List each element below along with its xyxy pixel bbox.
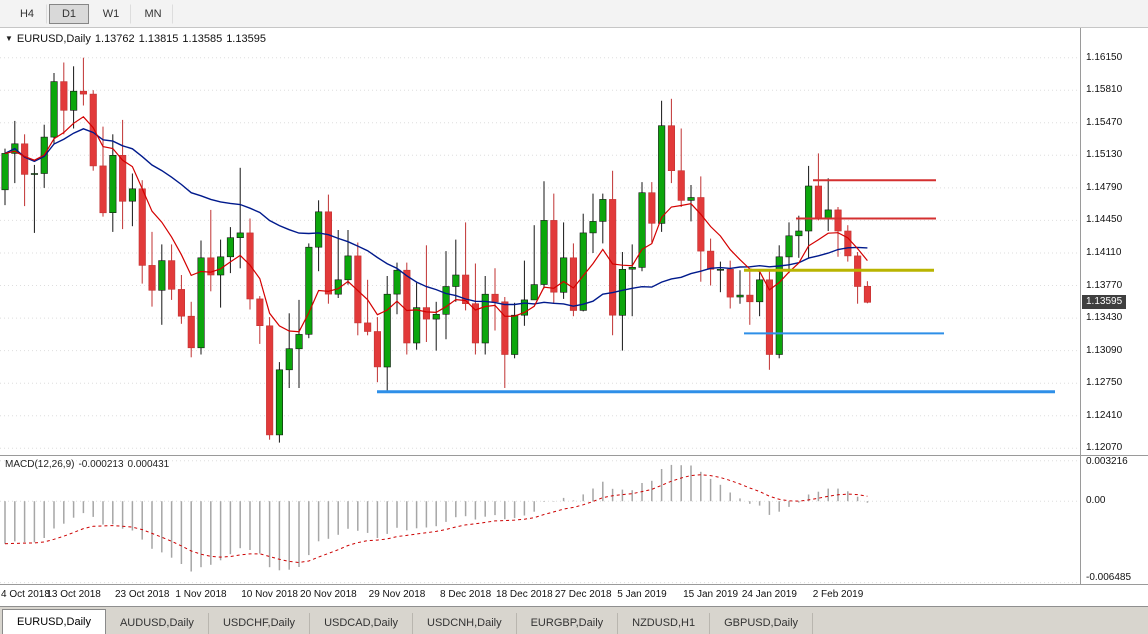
price-tick-label: 1.15470 xyxy=(1086,116,1123,128)
price-tick-label: 1.16150 xyxy=(1086,51,1123,63)
tab-usdcnh-daily[interactable]: USDCNH,Daily xyxy=(413,613,517,634)
timeframe-w1-button[interactable]: W1 xyxy=(91,3,131,24)
date-tick-label: 5 Jan 2019 xyxy=(617,589,667,600)
tab-eurusd-daily[interactable]: EURUSD,Daily xyxy=(2,609,106,634)
macd-tick-label: -0.006485 xyxy=(1086,572,1132,583)
timeframe-mn-button[interactable]: MN xyxy=(133,3,173,24)
macd-name: MACD(12,26,9) xyxy=(5,459,75,470)
chart-dropdown-icon: ▼ xyxy=(5,34,13,43)
ma-slow-line xyxy=(4,128,868,307)
macd-canvas[interactable] xyxy=(0,456,1080,584)
date-tick-label: 8 Dec 2018 xyxy=(440,589,492,600)
timeframe-toolbar: H4 D1 W1 MN xyxy=(0,0,1148,28)
macd-tick-label: 0.00 xyxy=(1086,495,1106,507)
macd-indicator-label: MACD(12,26,9) -0.000213 0.000431 xyxy=(5,459,173,470)
tab-gbpusd-daily[interactable]: GBPUSD,Daily xyxy=(710,613,814,634)
tab-usdchf-daily[interactable]: USDCHF,Daily xyxy=(209,613,311,634)
date-tick-label: 29 Nov 2018 xyxy=(368,589,426,600)
price-tick-label: 1.13430 xyxy=(1086,312,1123,324)
chart-title: ▼ EURUSD,Daily 1.13762 1.13815 1.13585 1.1359… xyxy=(5,33,270,45)
price-axis[interactable]: 1.16150 1.15810 1.15470 1.15130 1.14790 1.144… xyxy=(1080,28,1148,455)
date-tick-label: 15 Jan 2019 xyxy=(683,589,739,600)
date-tick-label: 1 Nov 2018 xyxy=(175,589,227,600)
price-chart-canvas[interactable] xyxy=(0,28,1080,455)
date-tick-label: 4 Oct 2018 xyxy=(1,589,50,600)
date-tick-label: 23 Oct 2018 xyxy=(114,589,170,600)
price-tick-label: 1.12070 xyxy=(1086,442,1123,454)
date-tick-label: 18 Dec 2018 xyxy=(496,589,553,600)
timeframe-h4-button[interactable]: H4 xyxy=(7,3,47,24)
chart-tab-bar: EURUSD,Daily AUDUSD,Daily USDCHF,Daily U… xyxy=(0,606,1148,634)
price-grid xyxy=(0,57,1080,449)
price-chart-panel[interactable]: ▼ EURUSD,Daily 1.13762 1.13815 1.13585 1.1359… xyxy=(0,28,1080,455)
quote-open: 1.13762 xyxy=(94,33,135,45)
tab-eurgbp-daily[interactable]: EURGBP,Daily xyxy=(517,613,619,634)
macd-panel[interactable]: MACD(12,26,9) -0.000213 0.000431 xyxy=(0,455,1080,584)
macd-axis[interactable]: 0.003216 0.00 -0.006485 xyxy=(1080,455,1148,584)
candles-layer xyxy=(1,57,872,443)
trend-lines-layer xyxy=(377,179,1055,394)
tab-usdcad-daily[interactable]: USDCAD,Daily xyxy=(310,613,414,634)
price-tick-label: 1.14790 xyxy=(1086,181,1123,193)
price-tick-label: 1.14110 xyxy=(1086,246,1122,258)
price-tick-label: 1.14450 xyxy=(1086,214,1123,226)
date-tick-label: 2 Feb 2019 xyxy=(812,589,864,600)
price-tick-label: 1.13770 xyxy=(1086,279,1123,291)
macd-main-value: -0.000213 xyxy=(78,459,124,470)
tab-audusd-daily[interactable]: AUDUSD,Daily xyxy=(106,613,209,634)
date-tick-label: 13 Oct 2018 xyxy=(46,589,101,600)
current-price-badge: 1.13595 xyxy=(1082,295,1127,310)
date-axis[interactable]: 4 Oct 2018 13 Oct 2018 23 Oct 2018 1 Nov 20… xyxy=(0,584,1148,606)
date-tick-label: 10 Nov 2018 xyxy=(241,589,298,600)
chart-symbol-label: EURUSD,Daily xyxy=(16,33,91,45)
macd-signal-value: 0.000431 xyxy=(127,459,170,470)
tab-nzdusd-h1[interactable]: NZDUSD,H1 xyxy=(618,613,711,634)
timeframe-d1-button[interactable]: D1 xyxy=(49,3,89,24)
date-tick-label: 20 Nov 2018 xyxy=(300,589,357,600)
date-tick-label: 27 Dec 2018 xyxy=(554,589,612,600)
macd-tick-label: 0.003216 xyxy=(1086,456,1128,467)
price-tick-label: 1.15130 xyxy=(1086,149,1123,161)
ma-fast-line xyxy=(4,116,868,333)
price-tick-label: 1.12410 xyxy=(1086,409,1123,421)
quote-low: 1.13585 xyxy=(182,33,223,45)
date-tick-label: 24 Jan 2019 xyxy=(741,589,797,600)
macd-signal-line xyxy=(4,474,868,564)
price-tick-label: 1.12750 xyxy=(1086,377,1123,389)
macd-grid xyxy=(0,460,1080,584)
price-tick-label: 1.15810 xyxy=(1086,84,1123,96)
macd-histogram xyxy=(4,464,869,572)
quote-close: 1.13595 xyxy=(226,33,266,45)
quote-high: 1.13815 xyxy=(138,33,179,45)
price-tick-label: 1.13090 xyxy=(1086,344,1123,356)
